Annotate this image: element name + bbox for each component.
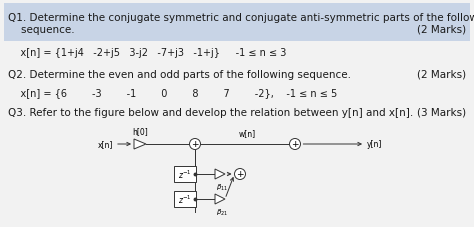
Text: (3 Marks): (3 Marks) (417, 108, 466, 118)
Circle shape (290, 139, 301, 150)
FancyBboxPatch shape (174, 166, 196, 182)
FancyBboxPatch shape (174, 191, 196, 207)
Text: w[n]: w[n] (238, 128, 255, 137)
Text: $z^{-1}$: $z^{-1}$ (178, 193, 192, 205)
Text: Q3. Refer to the figure below and develop the relation between y[n] and x[n].: Q3. Refer to the figure below and develo… (8, 108, 413, 118)
Text: Q1. Determine the conjugate symmetric and conjugate anti-symmetric parts of the : Q1. Determine the conjugate symmetric an… (8, 13, 474, 23)
Text: (2 Marks): (2 Marks) (417, 25, 466, 35)
Text: x[n]: x[n] (98, 140, 113, 149)
Text: h[0]: h[0] (132, 126, 148, 135)
Polygon shape (215, 169, 225, 179)
FancyBboxPatch shape (4, 4, 470, 42)
Polygon shape (215, 194, 225, 204)
Text: $\beta_{11}$: $\beta_{11}$ (216, 182, 228, 192)
Circle shape (235, 169, 246, 180)
Text: $\beta_{21}$: $\beta_{21}$ (216, 207, 228, 217)
Polygon shape (134, 139, 146, 149)
Circle shape (190, 139, 201, 150)
Text: +: + (191, 140, 199, 149)
Text: $z^{-1}$: $z^{-1}$ (178, 168, 192, 180)
Text: sequence.: sequence. (8, 25, 74, 35)
Text: x[n] = {1+j4   -2+j5   3-j2   -7+j3   -1+j}     -1 ≤ n ≤ 3: x[n] = {1+j4 -2+j5 3-j2 -7+j3 -1+j} -1 ≤… (8, 48, 286, 58)
Text: +: + (291, 140, 299, 149)
Text: x[n] = {6        -3        -1        0        8        7        -2},    -1 ≤ n ≤: x[n] = {6 -3 -1 0 8 7 -2}, -1 ≤ n ≤ (8, 88, 337, 98)
Text: Q2. Determine the even and odd parts of the following sequence.: Q2. Determine the even and odd parts of … (8, 70, 351, 80)
Text: y[n]: y[n] (367, 140, 383, 149)
Text: +: + (236, 170, 244, 179)
Text: (2 Marks): (2 Marks) (417, 70, 466, 80)
